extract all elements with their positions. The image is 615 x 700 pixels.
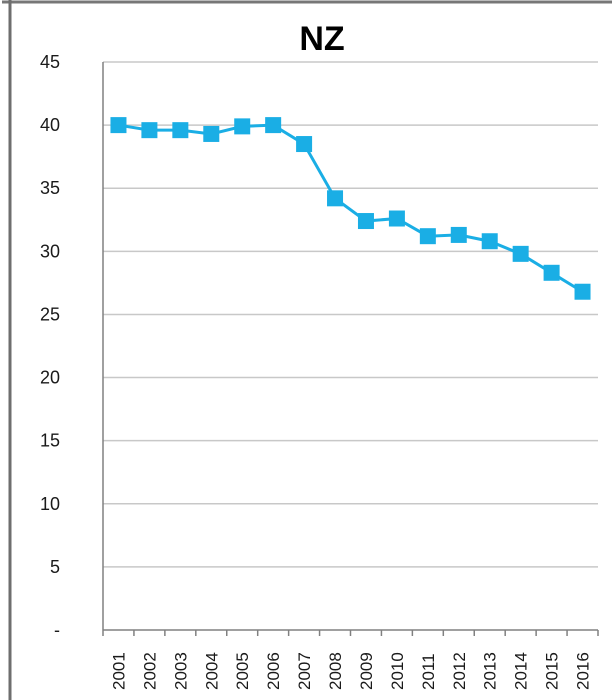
series-line (118, 123, 584, 294)
data-point-marker (203, 125, 220, 142)
y-tick-label: 40 (40, 115, 60, 135)
data-point-marker (512, 245, 529, 262)
x-tick-label: 2003 (171, 652, 190, 690)
x-tick-label: 2001 (109, 652, 128, 690)
y-tick-label: 35 (40, 178, 60, 198)
y-tick-label: 10 (40, 494, 60, 514)
x-tick-label: 2006 (264, 652, 283, 690)
x-tick-label: 2011 (419, 653, 438, 690)
data-point-marker (327, 190, 344, 207)
x-tick-label: 2014 (512, 652, 531, 690)
y-tick-label: 20 (40, 368, 60, 388)
data-point-marker (110, 117, 127, 134)
data-point-marker (172, 122, 189, 139)
data-point-marker (388, 210, 405, 227)
x-tick-label: 2015 (543, 652, 562, 690)
series-layer (110, 117, 591, 300)
data-point-marker (357, 213, 374, 230)
x-tick-label: 2005 (233, 652, 252, 690)
axes (102, 62, 598, 631)
data-point-marker (265, 117, 282, 134)
x-tick-label: 2013 (481, 652, 500, 690)
gridlines (103, 61, 598, 568)
x-tick-label: 2004 (202, 652, 221, 690)
y-tick-label: 5 (50, 557, 60, 577)
x-tick-label: 2012 (450, 652, 469, 690)
y-tick-label: 15 (40, 431, 60, 451)
chart-title: NZ (299, 20, 344, 58)
data-point-marker (141, 122, 158, 139)
x-tick-label: 2016 (574, 652, 593, 690)
data-point-marker (296, 136, 313, 153)
data-point-marker (450, 226, 467, 243)
x-axis-ticks: 2001 2002 2003 2004 2005 2006 2007 2008 2009 2010… (102, 630, 599, 690)
data-point-marker (419, 228, 436, 245)
x-tick-label: 2009 (357, 652, 376, 690)
x-tick-label: 2008 (326, 652, 345, 690)
data-point-marker (543, 264, 560, 281)
x-tick-label: 2002 (140, 652, 159, 690)
data-point-marker (481, 233, 498, 250)
y-tick-label: 30 (40, 241, 60, 261)
y-axis-ticks: - 5 10 15 20 25 30 35 40 45 (40, 52, 60, 640)
y-tick-label: - (54, 620, 60, 640)
data-point-marker (574, 283, 591, 300)
y-tick-label: 45 (40, 52, 60, 72)
data-point-marker (234, 118, 251, 135)
y-tick-label: 25 (40, 304, 60, 324)
x-tick-label: 2007 (295, 652, 314, 690)
x-tick-label: 2010 (388, 652, 407, 690)
